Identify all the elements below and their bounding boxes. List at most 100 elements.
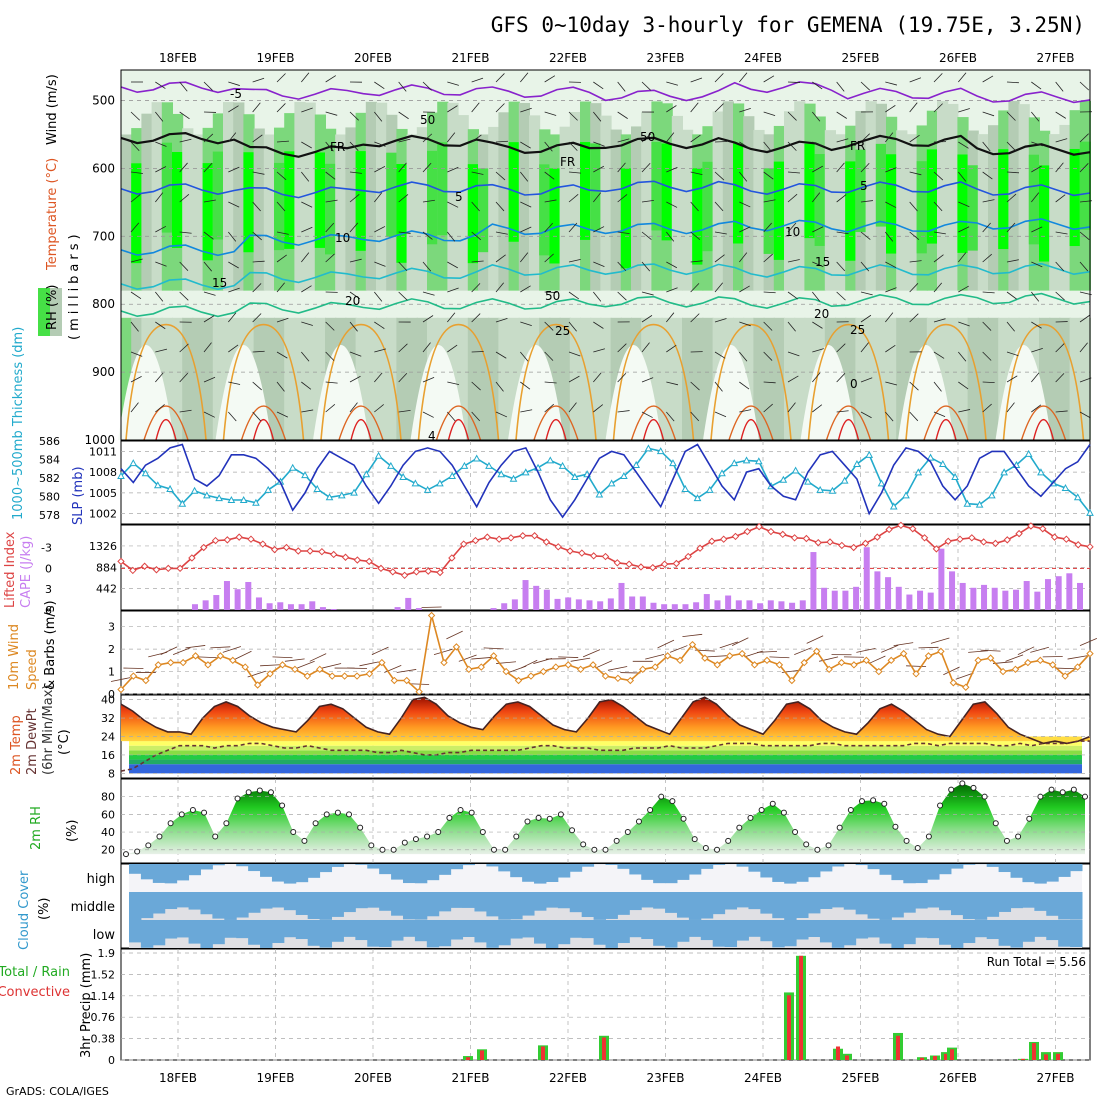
thickness-point <box>730 459 739 467</box>
lifted-index-point <box>802 534 811 543</box>
rh-moist-cell <box>325 163 337 255</box>
contour-label: 25 <box>850 323 865 337</box>
temp-tick-label: 16 <box>101 749 115 762</box>
lifted-index-point <box>400 571 409 579</box>
rh-point <box>390 846 397 853</box>
wind-barb <box>325 253 335 263</box>
cape-bar <box>789 602 796 610</box>
wind-barb <box>666 261 678 269</box>
lifted-index-point <box>200 543 208 552</box>
lifted-index-point <box>1003 536 1011 544</box>
pressure-axis-title: (millibars) <box>67 230 82 340</box>
wind-barb <box>1006 402 1015 413</box>
wind-barb <box>301 72 310 83</box>
thickness-axis-label: 1000~500mb Thickness (dm) <box>11 327 26 520</box>
wind-speed-point <box>1073 663 1082 671</box>
rh-column <box>141 113 153 291</box>
wind-barb <box>179 162 188 173</box>
cloud-bar <box>1046 864 1059 882</box>
wind-barb <box>836 81 845 92</box>
wind-barb <box>714 231 727 235</box>
precip-convective-bar <box>1021 1058 1025 1060</box>
wind-barb <box>447 201 459 208</box>
wind-speed-point <box>639 665 647 674</box>
cloud-bar <box>891 892 904 918</box>
cape-bar <box>533 585 540 610</box>
cloud-bar <box>248 892 261 913</box>
cloud-bar <box>927 864 940 880</box>
wind-barb <box>155 261 167 267</box>
wind-speed-point <box>812 647 821 656</box>
wind-speed-point <box>216 652 225 660</box>
wind-speed-point <box>999 667 1007 676</box>
rh-moist-cell <box>467 164 479 264</box>
rh-moist-cell <box>804 143 816 239</box>
wind-barb <box>933 318 946 323</box>
wind-barb <box>885 287 897 293</box>
rh-moist-cell <box>651 141 663 231</box>
thickness-point <box>215 494 223 502</box>
rh-point <box>569 827 576 834</box>
wind-barb <box>593 226 605 233</box>
wind-barb-10m <box>558 656 579 658</box>
rh-tick-label: 60 <box>101 808 115 821</box>
rh-point <box>312 820 319 827</box>
wind-barb <box>860 411 872 419</box>
cape-bar <box>522 580 529 610</box>
cloud-bar <box>498 864 511 872</box>
cloud-bar <box>307 864 321 878</box>
thickness-point <box>546 456 555 464</box>
precip-tick-label: 0.38 <box>91 1033 116 1046</box>
cape-bar <box>981 584 988 610</box>
temperature-contour-25 <box>612 323 695 441</box>
wind-barb <box>909 171 922 176</box>
wind-barb <box>276 103 286 113</box>
thickness-point <box>313 484 322 492</box>
wind-tick-label: 3 <box>108 621 115 634</box>
cloud-bar <box>903 864 916 884</box>
rh-lower-cell <box>1079 317 1091 440</box>
thickness-slp-panel: 57858058258458610021005100810111000~500m… <box>11 327 1094 525</box>
wind-barb <box>325 199 338 203</box>
temperature-contour-30 <box>338 405 384 441</box>
rh-point <box>1003 837 1010 844</box>
rh-column <box>824 130 836 291</box>
cloud-bar <box>1010 864 1023 878</box>
pressure-tick-label: 800 <box>92 297 115 311</box>
wind-barb <box>252 231 262 241</box>
contour-label: 25 <box>555 324 570 338</box>
wind-barb <box>933 201 943 212</box>
rh-lower-cell <box>172 317 184 440</box>
rh-point <box>323 811 330 818</box>
temperature-contour-25 <box>222 323 305 441</box>
cape-bar <box>575 599 582 610</box>
wind-barb <box>179 291 189 301</box>
wind-barb <box>714 411 727 418</box>
rh-lower-cell <box>121 317 133 440</box>
wind-barb <box>787 171 800 174</box>
wind-barb <box>374 348 387 353</box>
wind-barb <box>447 105 458 113</box>
wind-barb <box>374 226 386 233</box>
lifted-index-point <box>578 549 586 557</box>
wind-barb <box>520 72 529 83</box>
wind-barb <box>130 376 142 383</box>
cloud-bar <box>927 920 940 939</box>
cape-bar <box>874 571 881 610</box>
wind-barb <box>495 411 508 418</box>
cape-bar <box>1045 579 1052 610</box>
wind-barb <box>1079 261 1089 272</box>
thickness-point <box>1024 449 1033 457</box>
wind-speed-point <box>489 652 498 660</box>
cloud-bar <box>736 892 749 908</box>
wind-speed-point <box>614 674 622 683</box>
cape-bar <box>330 609 337 610</box>
pressure-tick-label: 600 <box>92 161 115 175</box>
wind-speed-point <box>788 676 796 685</box>
wind-barb-10m <box>731 637 749 646</box>
cloud-bar <box>855 864 869 866</box>
cape-bar <box>853 586 860 610</box>
temperature-contour-35 <box>350 418 372 441</box>
cloud-bar <box>641 864 654 880</box>
lifted-index-point <box>991 539 1000 548</box>
